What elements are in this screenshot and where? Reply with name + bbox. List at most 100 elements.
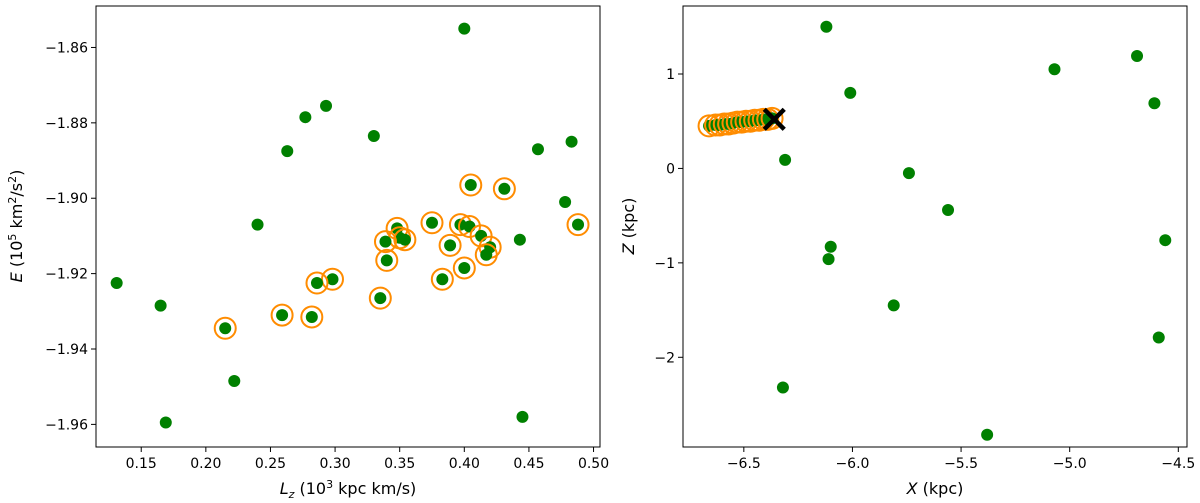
selected-star-point [454,218,467,231]
star-point [367,130,380,143]
reference-x-marker [762,107,786,131]
star-point [902,167,915,180]
selected-star-point [436,273,449,286]
selected-star-point [572,218,585,231]
selected-star-ring [373,230,397,254]
selected-star-point [475,229,488,242]
selected-star-point [464,179,477,192]
selected-star-point [380,254,393,267]
selected-star-point [480,248,493,261]
y-tick-label: 0 [666,161,675,177]
selected-star-ring [213,316,237,340]
selected-star-ring [368,286,392,310]
star-point [320,99,333,112]
selected-star-ring [566,213,590,237]
star-point [458,22,471,35]
star-point [824,240,837,253]
x-tick-label: 0.50 [578,456,609,472]
y-tick-label: −1.92 [45,267,88,283]
selected-star-ring [459,173,483,197]
y-tick-label: −2 [654,350,675,366]
selected-star-ring [270,303,294,327]
star-point [299,111,312,124]
y-tick-label: −1.86 [45,40,88,56]
y-tick-label: −1 [654,256,675,272]
selected-star-ring [474,243,498,267]
star-point [281,145,294,158]
y-axis-label-left: E (105 km2/s2) [6,170,26,283]
star-point [942,203,955,216]
selected-star-point [310,277,323,290]
selected-star-point [426,216,438,229]
x-tick-label: 0.20 [190,456,221,472]
star-point [154,299,167,312]
star-point [559,196,572,208]
x-tick-label: −5.0 [1053,456,1087,472]
selected-star-ring [438,233,462,257]
right-data-points [697,20,1172,441]
star-point [779,153,792,166]
selected-star-point [463,220,476,233]
star-point [513,233,526,246]
x-tick-label: −5.5 [944,456,978,472]
selected-star-point [305,310,318,323]
selected-star-point [326,273,339,286]
star-point [159,416,172,429]
y-tick-label: −1.88 [45,116,88,132]
selected-star-point [444,239,457,252]
left-data-points [110,22,590,429]
y-axis-label-right: Z (kpc) [619,198,638,256]
star-point [1131,50,1144,63]
star-point [820,20,833,33]
left-axis-ticks: 0.15 0.20 0.25 0.30 0.35 0.40 0.45 0.50 −1.96 −1.… [45,40,609,472]
star-point [110,277,123,290]
star-point [516,410,529,423]
star-point [1159,234,1172,247]
star-point [565,135,578,148]
y-tick-label: −1.96 [45,417,88,433]
star-point [1152,331,1165,344]
selected-star-ring [492,177,516,201]
star-point [228,375,241,388]
star-point [531,143,544,156]
selected-star-point [498,182,511,195]
energy-angular-momentum-panel: 0.15 0.20 0.25 0.30 0.35 0.40 0.45 0.50 −1.96 −1.… [6,5,609,501]
x-tick-label: 0.35 [384,456,415,472]
selected-star-ring [430,267,454,291]
star-point [981,428,994,441]
spatial-xz-panel: −6.5 −6.0 −5.5 −5.0 −4.5 −2 −1 0 1 X (kpc) Z (kp… [619,5,1195,498]
right-axis-ticks: −6.5 −6.0 −5.5 −5.0 −4.5 −2 −1 0 1 [654,67,1195,472]
x-tick-label: 0.45 [513,456,544,472]
selected-star-ring [760,106,784,130]
star-point [776,381,789,394]
x-tick-label: 0.30 [319,456,350,472]
selected-star-ring [420,211,444,235]
x-tick-label: −6.0 [835,456,869,472]
y-tick-label: −1.90 [45,191,88,207]
plot-frame-right [682,5,1188,448]
selected-star-ring [305,271,329,295]
x-tick-label: 0.25 [255,456,286,472]
y-tick-label: −1.94 [45,342,88,358]
x-axis-label-left: Lz (103 kpc km/s) [280,478,417,501]
selected-star-ring [457,215,481,238]
selected-star-ring [452,256,476,280]
star-point [1048,63,1061,76]
x-axis-label-right: X (kpc) [906,479,964,498]
selected-star-point [379,235,392,248]
selected-star-point [276,309,289,322]
x-marker-stroke [762,107,786,131]
x-tick-label: 0.40 [449,456,480,472]
star-point [1148,97,1161,110]
selected-star-point [219,322,232,335]
star-point [251,218,264,231]
selected-star-ring [320,267,344,291]
selected-star-point [374,292,387,305]
selected-star-ring [393,228,417,252]
star-point [822,253,835,266]
star-point [844,86,857,99]
plot-frame-left [95,5,601,448]
x-tick-label: 0.15 [126,456,157,472]
selected-star-ring [300,305,324,329]
